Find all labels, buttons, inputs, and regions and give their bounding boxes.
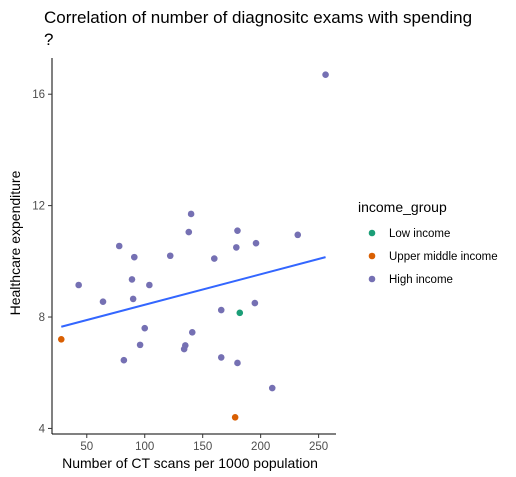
x-tick-label: 250 (309, 441, 328, 453)
x-axis-title: Number of CT scans per 1000 population (62, 455, 318, 471)
y-tick-label: 16 (32, 89, 45, 101)
data-point (182, 342, 189, 349)
data-point (234, 359, 241, 367)
data-point (131, 253, 138, 261)
y-axis-title: Healthcare expenditure (7, 170, 23, 315)
data-point (136, 341, 144, 349)
data-points (57, 71, 329, 421)
data-point (75, 281, 82, 289)
data-point (128, 276, 136, 283)
x-tick-label: 200 (251, 441, 270, 453)
x-axis-ticks: 50 100 150 200 250 (80, 434, 328, 453)
data-point (166, 252, 174, 260)
chart-title-line-1: Correlation of number of diagnositc exam… (44, 8, 472, 27)
data-point (187, 210, 195, 218)
data-point (252, 239, 260, 247)
data-point (251, 299, 259, 307)
y-tick-label: 12 (32, 201, 45, 213)
data-point (129, 295, 137, 303)
legend-key (368, 229, 376, 237)
data-point (234, 227, 241, 234)
data-point (141, 324, 149, 332)
chart-title-line-2: ? (44, 30, 53, 49)
data-point (217, 354, 225, 361)
y-tick-label: 8 (39, 312, 45, 324)
data-point (217, 306, 225, 314)
data-point (236, 309, 244, 317)
data-point (322, 71, 329, 79)
trend-line (61, 256, 326, 328)
legend-title: income_group (358, 199, 447, 215)
data-point (146, 281, 153, 289)
x-tick-label: 150 (193, 441, 212, 453)
legend-key (368, 252, 376, 260)
data-point (210, 255, 218, 262)
data-point (57, 336, 65, 343)
y-tick-label: 4 (39, 423, 46, 435)
data-point (185, 228, 193, 236)
data-point (294, 231, 302, 239)
data-point (188, 329, 196, 336)
data-point (99, 298, 107, 306)
x-tick-label: 50 (80, 441, 93, 453)
legend-label: Low income (389, 228, 450, 240)
x-tick-label: 100 (135, 441, 154, 453)
trend-line-group (61, 256, 326, 328)
legend-key (368, 275, 376, 283)
legend-items: Low income Upper middle income High income (368, 228, 498, 286)
y-axis-ticks: 4 8 12 16 (32, 89, 52, 435)
data-point (120, 356, 128, 364)
legend-label: Upper middle income (389, 251, 498, 263)
data-point (231, 413, 239, 421)
legend-label: High income (389, 274, 453, 286)
plot-area (57, 71, 329, 421)
data-point (268, 384, 276, 392)
legend: income_group Low income Upper middle inco… (358, 199, 498, 286)
data-point (233, 244, 240, 251)
data-point (115, 242, 123, 250)
